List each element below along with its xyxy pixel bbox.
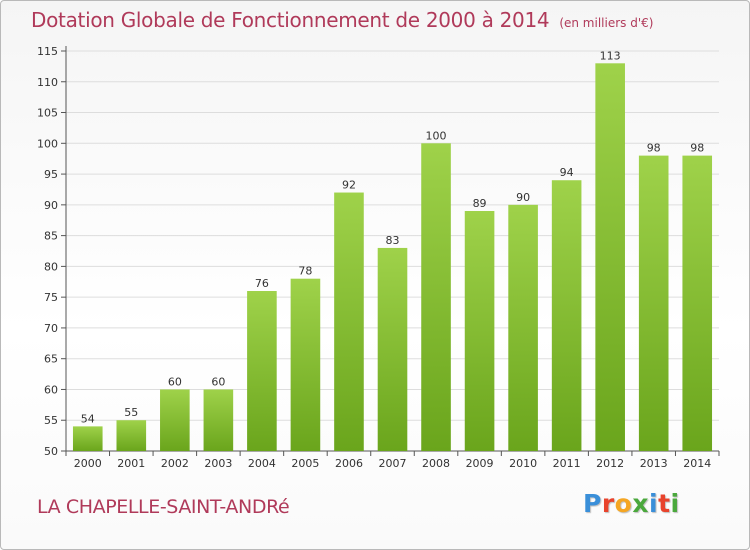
x-tick-label-2002: 2002 [161, 457, 189, 470]
chart-subtitle: (en milliers d'€) [559, 16, 654, 30]
logo-letter: o [614, 489, 633, 518]
value-label-2013: 98 [647, 142, 661, 155]
proxiti-logo[interactable]: Proxiti [583, 489, 680, 518]
y-tick-label: 115 [37, 45, 58, 58]
bar-2002 [160, 389, 190, 451]
x-tick-label-2009: 2009 [466, 457, 494, 470]
value-label-2005: 78 [298, 265, 312, 278]
x-tick-label-2012: 2012 [596, 457, 624, 470]
logo-letter: i [670, 489, 680, 518]
y-tick-label: 80 [44, 260, 58, 273]
x-tick-label-2011: 2011 [553, 457, 581, 470]
y-tick-label: 75 [44, 291, 58, 304]
y-tick-label: 95 [44, 168, 58, 181]
logo-letter: r [601, 489, 615, 518]
value-label-2004: 76 [255, 277, 269, 290]
bar-2008 [421, 143, 451, 452]
bar-2006 [334, 192, 364, 452]
bar-2014 [682, 155, 713, 451]
logo-letter: t [658, 489, 671, 518]
y-tick-label: 70 [44, 322, 58, 335]
bar-2011 [551, 180, 582, 451]
logo-letter: i [649, 489, 659, 518]
commune-name: LA CHAPELLE-SAINT-ANDRé [37, 496, 290, 518]
y-tick-label: 65 [44, 353, 58, 366]
value-label-2003: 60 [211, 375, 225, 388]
y-tick-label: 100 [37, 137, 58, 150]
value-label-2006: 92 [342, 179, 356, 192]
value-label-2011: 94 [560, 166, 574, 179]
y-tick-label: 105 [37, 107, 58, 120]
logo-letter: P [583, 489, 602, 518]
value-label-2008: 100 [426, 129, 447, 142]
y-tick-label: 55 [44, 414, 58, 427]
chart-title: Dotation Globale de Fonctionnement de 20… [31, 8, 653, 32]
bar-2005 [290, 278, 321, 451]
bar-2013 [638, 155, 669, 451]
x-tick-label-2014: 2014 [683, 457, 711, 470]
x-tick-label-2003: 2003 [204, 457, 232, 470]
bar-2007 [377, 247, 408, 451]
bar-2000 [72, 426, 103, 451]
value-label-2007: 83 [386, 234, 400, 247]
value-label-2009: 89 [473, 197, 487, 210]
y-tick-label: 90 [44, 199, 58, 212]
logo-letter: x [632, 489, 649, 518]
value-label-2002: 60 [168, 375, 182, 388]
bar-2010 [508, 204, 538, 451]
bar-2004 [247, 291, 277, 451]
x-tick-label-2010: 2010 [509, 457, 537, 470]
x-tick-label-2005: 2005 [291, 457, 319, 470]
value-label-2001: 55 [124, 406, 138, 419]
bar-2001 [116, 420, 147, 451]
value-labels: 54 55 60 60 76 78 92 83 100 89 90 94 113 98 98 [81, 49, 704, 425]
value-label-2010: 90 [516, 191, 530, 204]
x-tick-label-2008: 2008 [422, 457, 450, 470]
y-tick-label: 85 [44, 230, 58, 243]
y-tick-label: 50 [44, 445, 58, 458]
tick-labels: 50 55 60 65 70 75 80 85 90 95 100 105 110 115 2000 2001… [37, 45, 711, 470]
bar-2009 [464, 211, 495, 451]
x-tick-label-2007: 2007 [379, 457, 407, 470]
x-tick-label-2006: 2006 [335, 457, 363, 470]
bar-2003 [203, 389, 234, 451]
x-tick-label-2004: 2004 [248, 457, 276, 470]
value-label-2000: 54 [81, 412, 95, 425]
bar-2012 [595, 63, 625, 452]
x-tick-label-2001: 2001 [117, 457, 145, 470]
x-tick-label-2013: 2013 [640, 457, 668, 470]
bars [72, 63, 713, 452]
chart-title-text: Dotation Globale de Fonctionnement de 20… [31, 8, 550, 32]
value-label-2012: 113 [600, 49, 621, 62]
y-tick-label: 60 [44, 383, 58, 396]
x-tick-label-2000: 2000 [74, 457, 102, 470]
value-label-2014: 98 [690, 142, 704, 155]
y-tick-label: 110 [37, 76, 58, 89]
